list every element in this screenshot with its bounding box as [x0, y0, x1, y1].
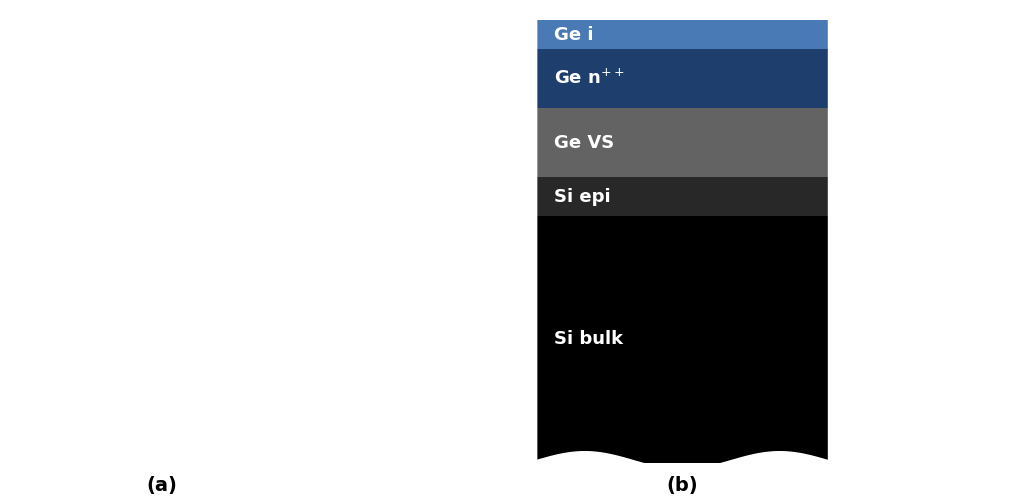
Text: Ge n: Ge n [34, 29, 80, 47]
Text: Ge VS: Ge VS [34, 138, 94, 156]
Text: Ge i: Ge i [554, 25, 593, 43]
Text: Ge n$^{++}$: Ge n$^{++}$ [34, 75, 105, 94]
Bar [536, 177, 828, 216]
Bar [15, 220, 308, 463]
Text: Si bulk: Si bulk [34, 332, 103, 350]
Text: Ge n$^{++}$: Ge n$^{++}$ [554, 69, 625, 88]
Text: Si epi: Si epi [34, 192, 90, 210]
Bar [536, 108, 828, 177]
Text: (a): (a) [146, 476, 177, 495]
Text: Si bulk: Si bulk [554, 330, 623, 349]
Bar [15, 55, 308, 113]
Bar [536, 20, 828, 49]
Bar [536, 216, 828, 463]
Bar [15, 182, 308, 220]
Text: (b): (b) [666, 476, 698, 495]
Text: Ge VS: Ge VS [554, 133, 615, 151]
Bar [536, 49, 828, 108]
Bar [15, 113, 308, 182]
Bar [15, 20, 308, 55]
Text: Si epi: Si epi [554, 188, 610, 206]
